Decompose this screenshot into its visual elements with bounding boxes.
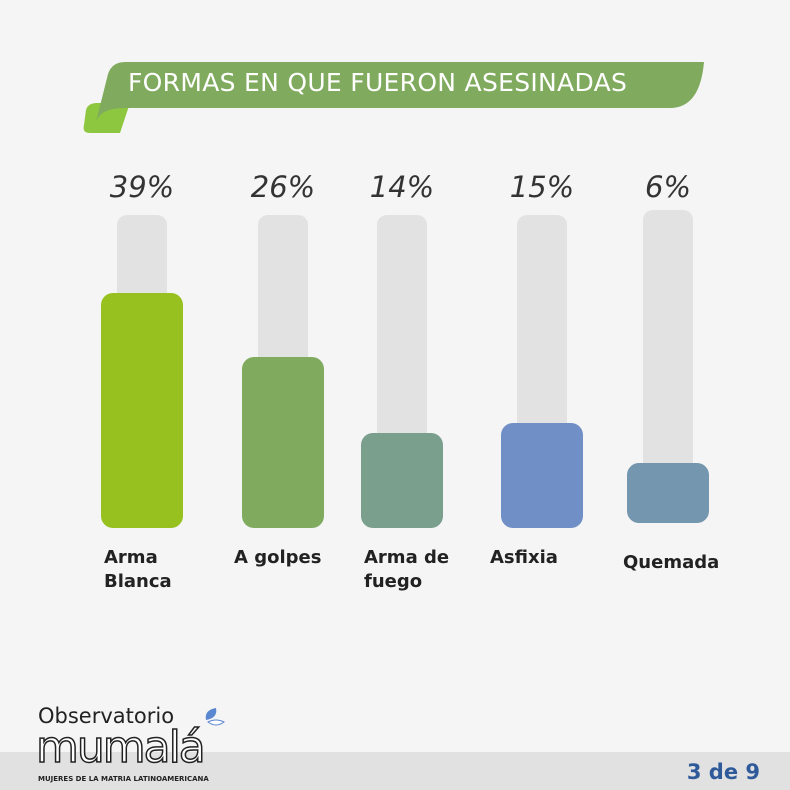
bar — [627, 463, 709, 523]
data-label: 15% — [509, 170, 575, 204]
data-label: 6% — [644, 170, 692, 204]
banner-body — [96, 62, 704, 122]
bar — [101, 293, 183, 528]
bar — [501, 423, 583, 528]
data-label: 26% — [250, 170, 316, 204]
banner-tail — [83, 103, 130, 133]
mumala-logo: mumalá — [35, 721, 206, 774]
category-label: Arma Blanca — [104, 547, 172, 592]
category-label: Asfixia — [490, 547, 558, 568]
chart-title: FORMAS EN QUE FUERON ASESINADAS — [128, 68, 628, 97]
bar — [242, 357, 324, 528]
brand-prefix: Observatorio — [38, 704, 175, 728]
category-label: Quemada — [623, 552, 720, 573]
leaf-icon — [205, 708, 225, 726]
page-indicator: 3 de 9 — [686, 760, 760, 784]
footer-strip — [0, 752, 790, 790]
brand-tagline: MUJERES DE LA MATRIA LATINOAMERICANA — [38, 775, 209, 783]
category-label: A golpes — [234, 547, 322, 568]
data-label: 14% — [369, 170, 435, 204]
bar — [361, 433, 443, 528]
category-label: Arma de fuego — [364, 547, 450, 592]
data-label: 39% — [109, 170, 175, 204]
title-banner — [83, 62, 704, 133]
